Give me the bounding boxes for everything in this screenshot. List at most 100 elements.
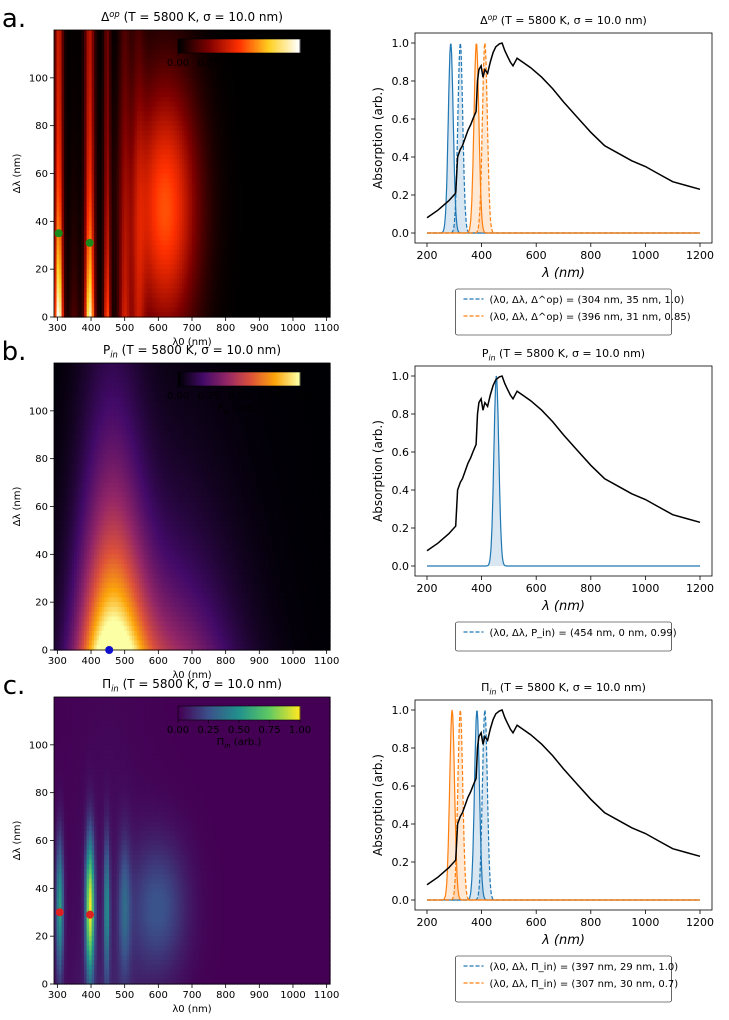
panel-label: a. bbox=[2, 4, 26, 34]
heatmap-cell bbox=[104, 163, 108, 170]
heatmap-cell bbox=[64, 283, 68, 289]
heatmap-cell bbox=[106, 163, 110, 170]
heatmap-cell bbox=[124, 135, 128, 141]
heatmap-cell bbox=[136, 159, 140, 165]
heatmap-cell bbox=[179, 297, 183, 304]
heatmap-cell bbox=[96, 293, 100, 299]
heatmap-cell bbox=[101, 135, 105, 141]
heatmap-cell bbox=[121, 259, 125, 265]
heatmap-cell bbox=[166, 206, 171, 213]
heatmap-cell bbox=[164, 202, 168, 208]
heatmap-cell bbox=[124, 82, 128, 88]
heatmap-cell bbox=[61, 159, 65, 165]
heatmap-cell bbox=[176, 87, 181, 93]
heatmap-cell bbox=[66, 235, 70, 242]
heatmap-cell bbox=[71, 49, 75, 55]
heatmap-title: Δop​ (T = 5800 K, σ = 10.0 nm) bbox=[101, 9, 283, 24]
heatmap-cell bbox=[131, 312, 135, 318]
heatmap-cell bbox=[156, 120, 160, 127]
heatmap-cell bbox=[189, 116, 193, 122]
heatmap-cell bbox=[186, 106, 191, 112]
heatmap-cell bbox=[71, 168, 75, 175]
heatmap-cell bbox=[189, 250, 193, 256]
heatmap-cell bbox=[114, 96, 118, 103]
heatmap-cell bbox=[159, 34, 163, 41]
heatmap-cell bbox=[209, 302, 213, 309]
heatmap-cell bbox=[204, 206, 208, 213]
heatmap-cell bbox=[96, 183, 100, 189]
heatmap-cell bbox=[204, 87, 208, 93]
heatmap-cell bbox=[121, 135, 125, 141]
heatmap-cell bbox=[184, 53, 188, 60]
heatmap-cell bbox=[66, 30, 70, 36]
heatmap-cell bbox=[66, 39, 70, 45]
heatmap-cell bbox=[151, 53, 155, 60]
heatmap-cell bbox=[86, 159, 90, 165]
heatmap-cell bbox=[121, 293, 125, 299]
heatmap-cell bbox=[212, 297, 216, 304]
heatmap-cell bbox=[119, 120, 123, 127]
heatmap-cell bbox=[186, 226, 191, 232]
heatmap-cell bbox=[202, 211, 206, 218]
heatmap-cell bbox=[61, 240, 65, 246]
heatmap-cell bbox=[134, 58, 138, 65]
heatmap-cell bbox=[166, 283, 171, 289]
heatmap-cell bbox=[204, 197, 208, 203]
heatmap-cell bbox=[161, 49, 165, 55]
heatmap-cell bbox=[69, 168, 73, 175]
heatmap-cell bbox=[114, 63, 118, 69]
heatmap-cell bbox=[129, 125, 133, 132]
heatmap-cell bbox=[94, 130, 98, 136]
heatmap-cell bbox=[111, 53, 115, 60]
heatmap-cell bbox=[189, 226, 193, 232]
heatmap-cell bbox=[111, 87, 115, 93]
heatmap-cell bbox=[144, 230, 148, 237]
heatmap-cell bbox=[79, 178, 83, 184]
heatmap-cell bbox=[71, 278, 75, 285]
heatmap-cell bbox=[179, 254, 183, 261]
heatmap-cell bbox=[139, 211, 143, 218]
heatmap-cell bbox=[204, 34, 208, 41]
heatmap-cell bbox=[119, 144, 123, 151]
heatmap-cell bbox=[212, 140, 216, 146]
heatmap-cell bbox=[56, 173, 60, 179]
heatmap-cell bbox=[76, 250, 80, 256]
heatmap-cell bbox=[161, 116, 165, 122]
heatmap-cell bbox=[124, 183, 128, 189]
heatmap-cell bbox=[104, 278, 108, 285]
heatmap-cell bbox=[164, 159, 168, 165]
heatmap-cell bbox=[89, 82, 93, 88]
heatmap-cell bbox=[129, 163, 133, 170]
heatmap-cell bbox=[74, 135, 78, 141]
heatmap-cell bbox=[134, 288, 138, 294]
heatmap-cell bbox=[166, 226, 171, 232]
heatmap-cell bbox=[161, 140, 165, 146]
heatmap-cell bbox=[149, 87, 153, 93]
heatmap-cell bbox=[209, 250, 213, 256]
heatmap-cell bbox=[81, 216, 85, 222]
heatmap-cell bbox=[136, 77, 140, 84]
heatmap-cell bbox=[166, 111, 171, 117]
heatmap-cell bbox=[194, 63, 198, 69]
heatmap-cell bbox=[66, 49, 70, 55]
heatmap-cell bbox=[69, 269, 73, 275]
heatmap-cell bbox=[119, 216, 123, 222]
heatmap-cell bbox=[189, 53, 193, 60]
heatmap-cell bbox=[69, 135, 73, 141]
heatmap-cell bbox=[91, 120, 95, 127]
heatmap-cell bbox=[69, 288, 73, 294]
heatmap-cell bbox=[202, 82, 206, 88]
heatmap-cell bbox=[197, 235, 201, 242]
heatmap-cell bbox=[146, 283, 150, 289]
heatmap-cell bbox=[89, 278, 93, 285]
heatmap-cell bbox=[64, 125, 68, 132]
heatmap-cell bbox=[212, 269, 216, 275]
heatmap-cell bbox=[101, 235, 105, 242]
heatmap-cell bbox=[202, 154, 206, 160]
heatmap-cell bbox=[139, 68, 143, 74]
heatmap-cell bbox=[151, 73, 155, 79]
heatmap-cell bbox=[111, 245, 115, 251]
heatmap-cell bbox=[169, 49, 173, 55]
heatmap-cell bbox=[121, 240, 125, 246]
heatmap-cell bbox=[119, 49, 123, 55]
